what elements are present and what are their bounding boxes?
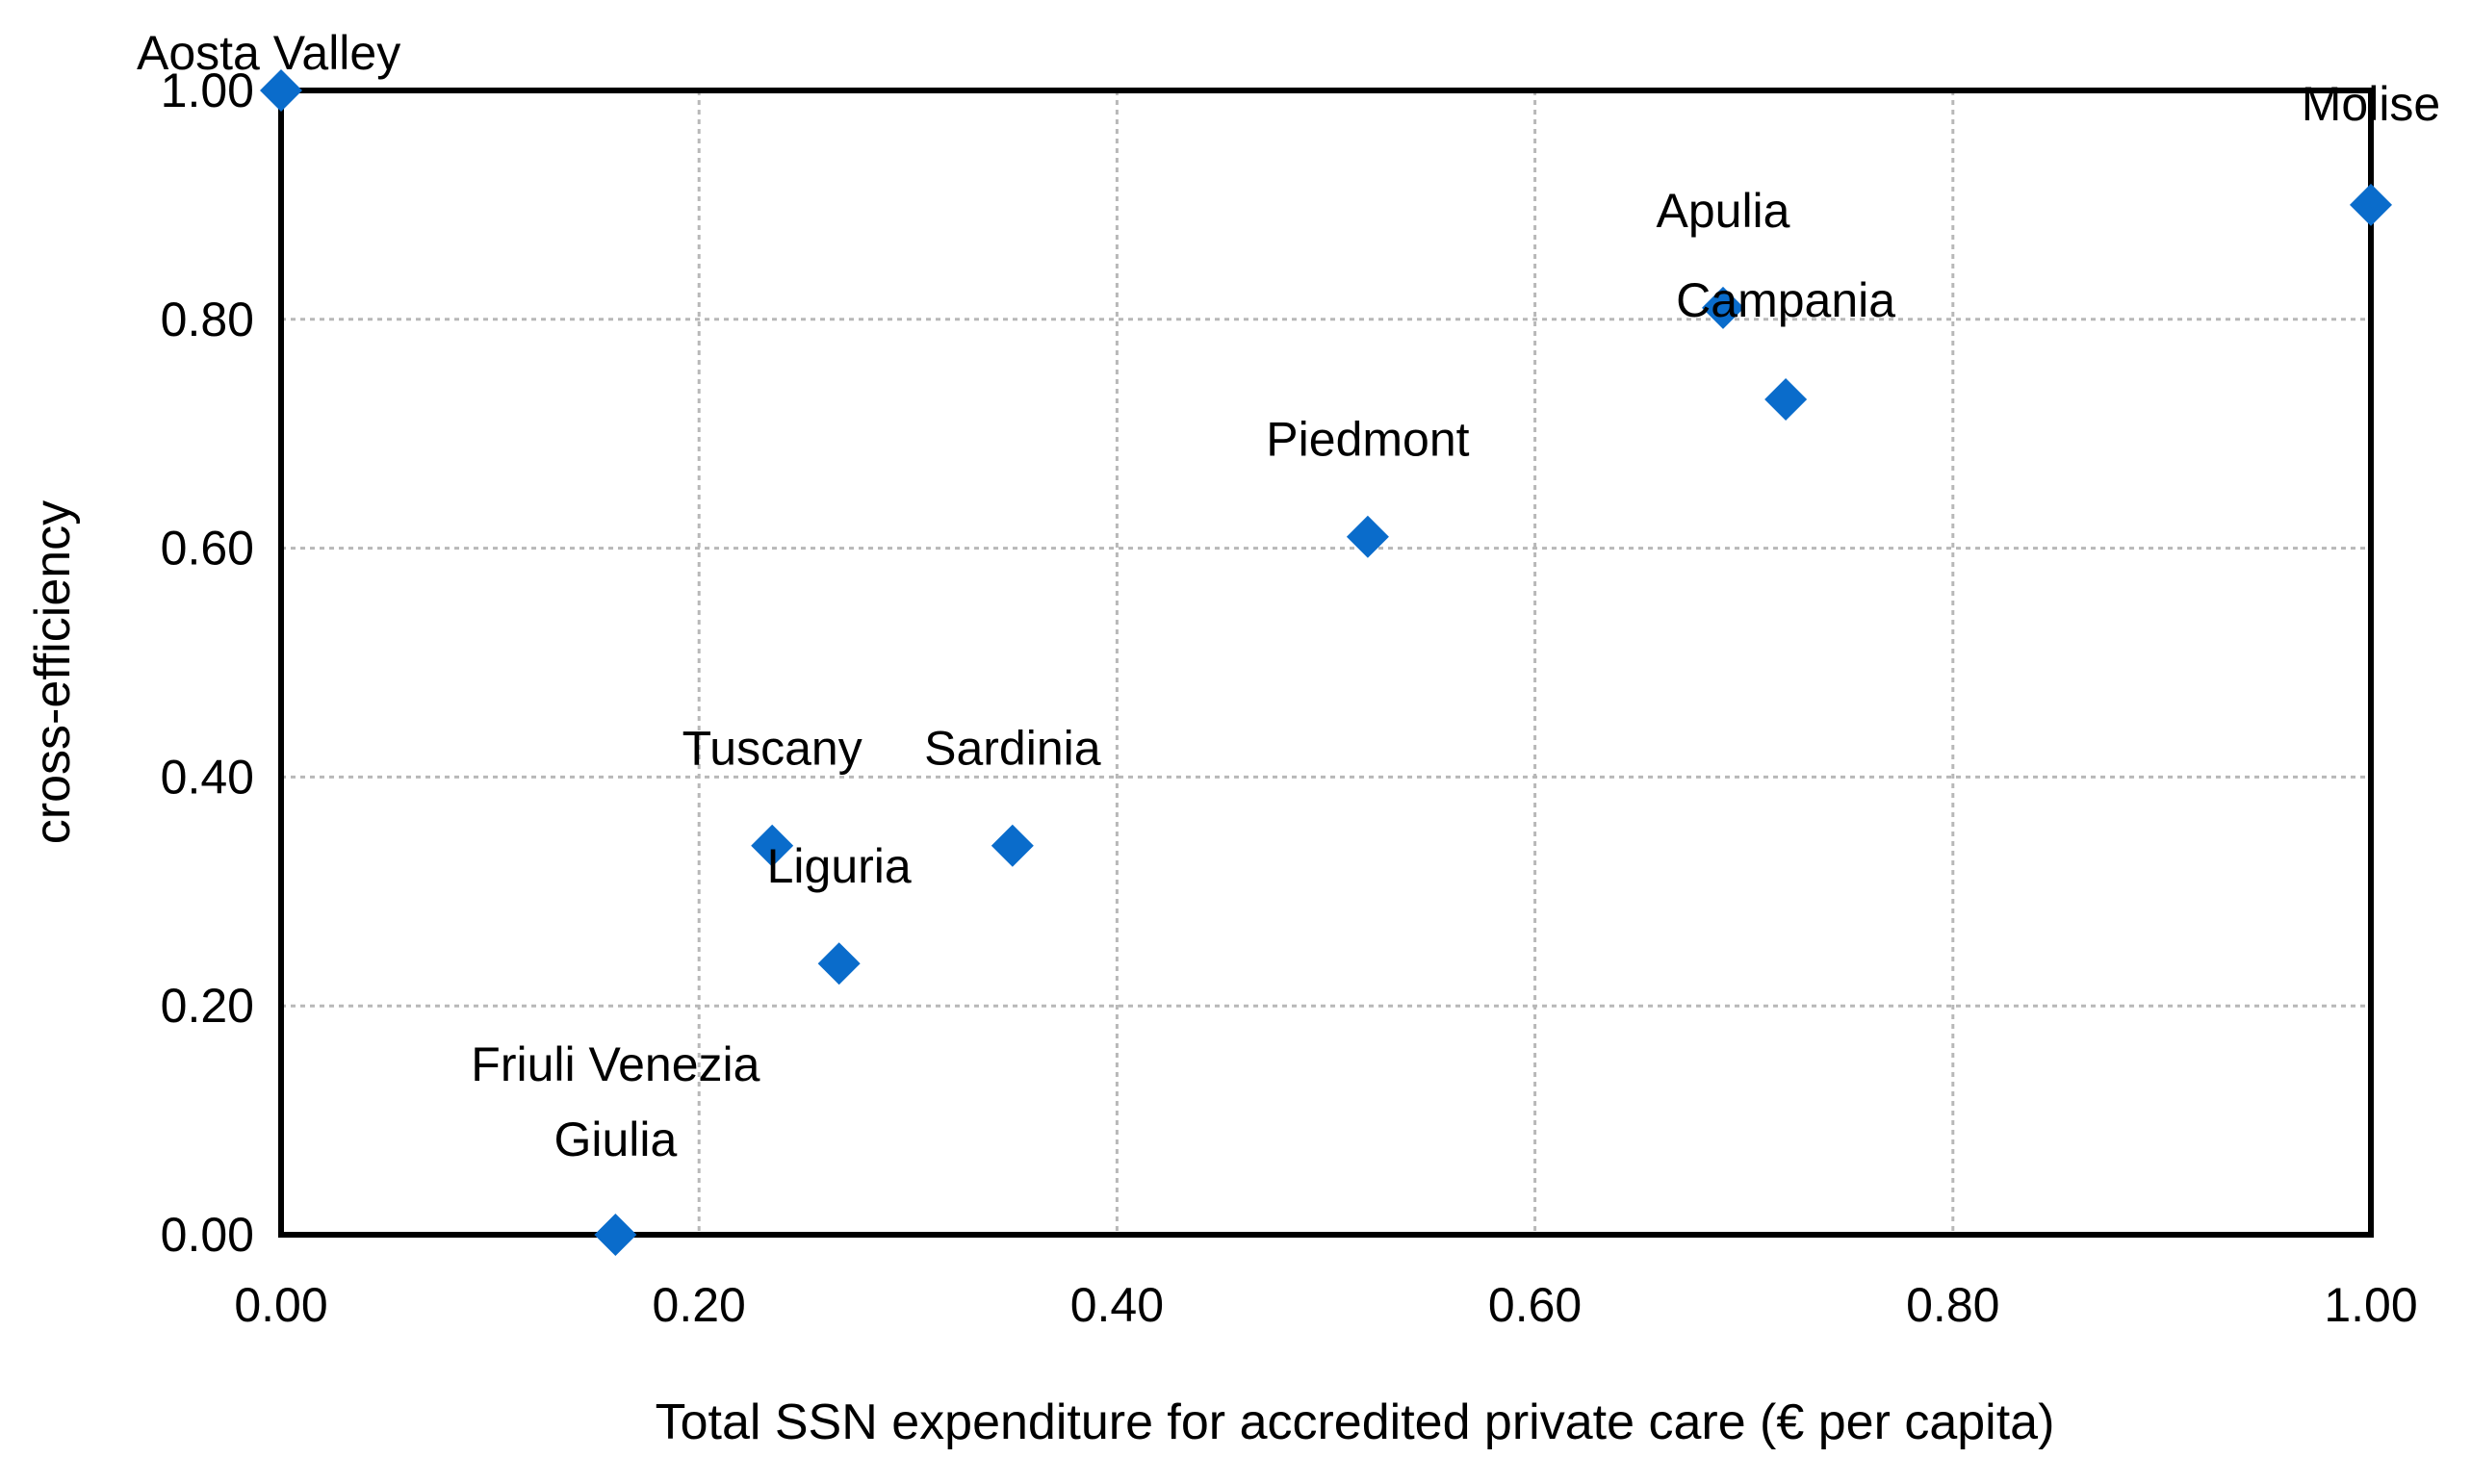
y-tick-label: 1.00 [161, 64, 254, 117]
data-point-marker [2350, 183, 2392, 226]
data-point-marker [991, 824, 1034, 867]
y-tick-label: 0.20 [161, 979, 254, 1033]
data-point-label: Piedmont [1266, 413, 1469, 467]
data-point-label: Molise [2302, 77, 2440, 131]
y-tick-label: 0.60 [161, 522, 254, 576]
data-point-label: Tuscany [682, 722, 862, 776]
data-point-label-line: Sardinia [924, 722, 1101, 776]
y-axis-title: cross-efficiency [25, 500, 81, 844]
data-markers [260, 69, 2392, 1256]
data-point-marker [260, 69, 302, 112]
y-tick-label: 0.00 [161, 1208, 254, 1262]
data-point-label-line: Piedmont [1266, 413, 1469, 467]
y-axis-tick-labels: 0.00 0.20 0.40 0.60 0.80 1.00 [161, 64, 254, 1262]
x-axis-title: Total SSN expenditure for accredited pri… [656, 1394, 2055, 1450]
data-point-label-line: Molise [2302, 77, 2440, 131]
data-point-label-line: Giulia [553, 1113, 677, 1166]
plot-area-frame [278, 88, 2374, 1238]
x-tick-label: 0.20 [653, 1278, 746, 1332]
data-point-label-line: Liguria [767, 839, 912, 893]
data-point-label: Friuli Venezia Giulia [471, 1037, 759, 1166]
x-axis-tick-labels: 0.00 0.20 0.40 0.60 0.80 1.00 [234, 1278, 2417, 1332]
data-point-label: Aosta Valley [137, 26, 400, 80]
data-point-label-line: Friuli Venezia [471, 1037, 759, 1091]
data-point-marker [751, 824, 794, 867]
data-point-marker [594, 1214, 637, 1256]
x-tick-label: 0.00 [234, 1278, 327, 1332]
data-point-marker [1346, 515, 1389, 558]
data-point-label-line: Tuscany [682, 722, 862, 776]
data-point-label: Apulia [1656, 184, 1789, 238]
data-point-label: Campania [1676, 273, 1895, 327]
data-labels: Aosta Valley Molise Apulia Campania Piedmont… [137, 26, 2440, 1166]
y-tick-label: 0.80 [161, 293, 254, 346]
x-tick-label: 0.60 [1488, 1278, 1582, 1332]
data-point-marker [1701, 286, 1744, 329]
x-tick-label: 1.00 [2324, 1278, 2417, 1332]
x-tick-label: 0.40 [1070, 1278, 1164, 1332]
grid-layer [281, 90, 2371, 1235]
data-point-label-line: Aosta Valley [137, 26, 400, 80]
x-tick-label: 0.80 [1906, 1278, 1999, 1332]
data-point-label-line: Apulia [1656, 184, 1789, 238]
data-point-marker [1764, 378, 1808, 422]
y-tick-label: 0.40 [161, 750, 254, 804]
data-point-label: Liguria [767, 839, 912, 893]
data-point-label-line: Campania [1676, 273, 1895, 327]
data-point-marker [817, 942, 861, 985]
data-point-label: Sardinia [924, 722, 1101, 776]
